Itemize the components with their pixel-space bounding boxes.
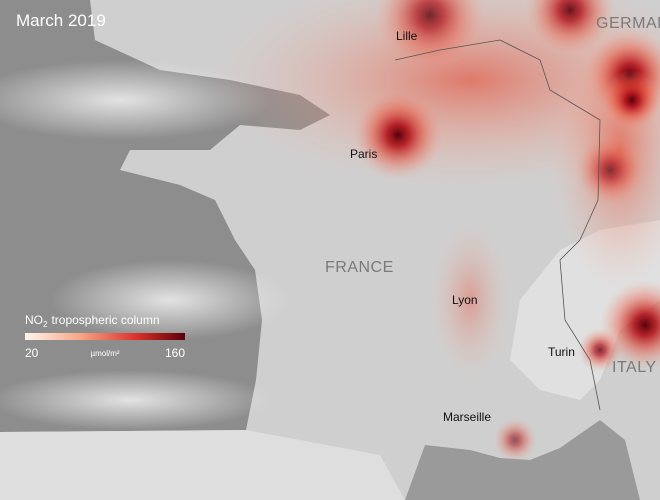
city-label: Lyon [452, 293, 478, 307]
colorbar-tick-label: 20 [25, 346, 39, 360]
pollution-haze [430, 220, 510, 380]
legend-title: NO2 tropospheric column [25, 313, 160, 329]
hotspot [493, 418, 537, 462]
colorbar-tick-label: 160 [165, 346, 185, 360]
border [394, 39, 601, 411]
pyrenees [0, 430, 405, 500]
legend: NO2 tropospheric column µmol/m² 20 160 [25, 313, 185, 360]
cloud [0, 370, 270, 430]
cloud [0, 60, 270, 140]
hotspot [578, 328, 622, 372]
hotspot [575, 135, 645, 205]
map-title: March 2019 [16, 11, 106, 30]
city-label: Lille [396, 29, 418, 43]
legend-chemical: NO [25, 313, 43, 327]
legend-subscript: 2 [43, 320, 48, 329]
legend-unit: µmol/m² [90, 349, 119, 358]
hotspot [602, 70, 660, 130]
city-label: Marseille [443, 410, 491, 424]
cloud [50, 260, 290, 340]
country-label: ITALY [612, 359, 657, 376]
hotspot [353, 90, 443, 180]
city-label: Paris [350, 147, 377, 161]
country-label: GERMANY [596, 15, 660, 32]
legend-text: tropospheric column [51, 313, 159, 327]
country-label: FRANCE [325, 259, 394, 276]
colorbar [25, 333, 185, 340]
city-label: Turin [548, 345, 575, 359]
hotspot [525, 0, 615, 55]
hotspot [375, 0, 485, 70]
